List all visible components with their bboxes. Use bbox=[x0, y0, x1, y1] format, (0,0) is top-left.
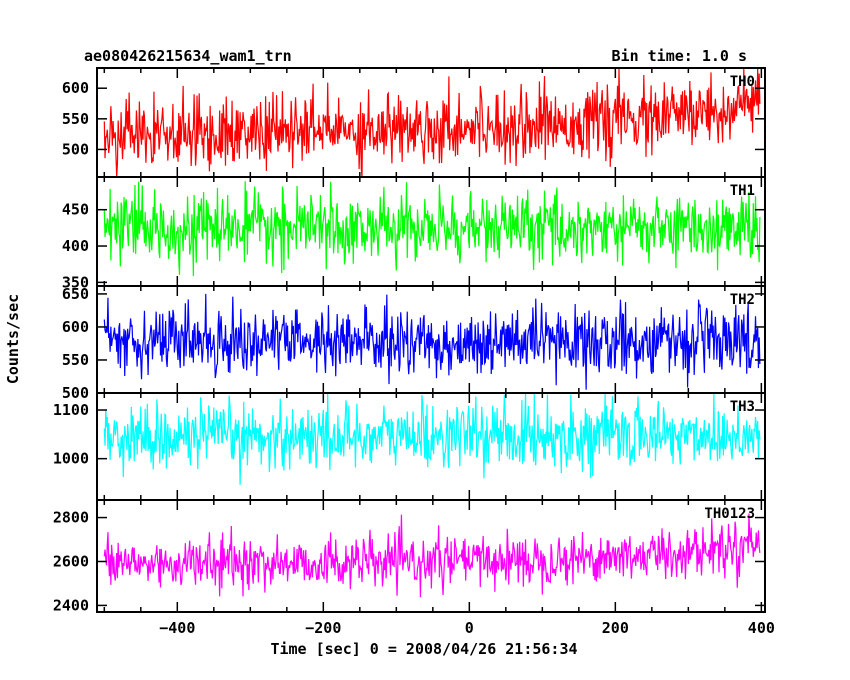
y-tick-label: 2600 bbox=[53, 552, 89, 570]
panel-label-th0: TH0 bbox=[730, 74, 755, 90]
series-line-th0123 bbox=[103, 513, 761, 598]
series-line-th2 bbox=[103, 293, 761, 390]
y-tick-label: 650 bbox=[62, 285, 89, 303]
y-tick-label: 400 bbox=[62, 237, 89, 255]
y-tick-label: 500 bbox=[62, 384, 89, 402]
x-tick-label: −400 bbox=[159, 619, 195, 637]
series-line-th0 bbox=[103, 68, 761, 177]
y-tick-label: 350 bbox=[62, 273, 89, 291]
panel-label-th1: TH1 bbox=[730, 183, 755, 199]
chart-title: ae080426215634_wam1_trn bbox=[84, 47, 292, 65]
y-tick-label: 1000 bbox=[53, 450, 89, 468]
y-tick-label: 550 bbox=[62, 110, 89, 128]
panel-label-th3: TH3 bbox=[730, 399, 755, 415]
y-tick-label: 2400 bbox=[53, 596, 89, 614]
panels: 500 550 600 TH0 350 400 450 TH1 500 550 600 650 TH2 1… bbox=[53, 67, 775, 637]
x-axis-title: Time [sec] 0 = 2008/04/26 21:56:34 bbox=[270, 640, 577, 658]
y-tick-label: 2800 bbox=[53, 509, 89, 527]
x-tick-label: −200 bbox=[305, 619, 341, 637]
y-axis-title: Counts/sec bbox=[4, 294, 22, 384]
y-tick-label: 550 bbox=[62, 351, 89, 369]
panel-label-th0123: TH0123 bbox=[704, 506, 755, 522]
x-tick-label: 200 bbox=[602, 619, 629, 637]
x-tick-label: 400 bbox=[748, 619, 775, 637]
y-tick-label: 450 bbox=[62, 201, 89, 219]
x-tick-label: 0 bbox=[465, 619, 474, 637]
y-tick-label: 600 bbox=[62, 318, 89, 336]
series-line-th3 bbox=[103, 393, 761, 485]
y-tick-label: 500 bbox=[62, 140, 89, 158]
panel-label-th2: TH2 bbox=[730, 292, 755, 308]
bin-time-label: Bin time: 1.0 s bbox=[612, 47, 747, 65]
panel-frame-th0123 bbox=[96, 499, 766, 613]
y-tick-label: 600 bbox=[62, 79, 89, 97]
y-tick-label: 1100 bbox=[53, 401, 89, 419]
series-line-th1 bbox=[103, 181, 761, 277]
